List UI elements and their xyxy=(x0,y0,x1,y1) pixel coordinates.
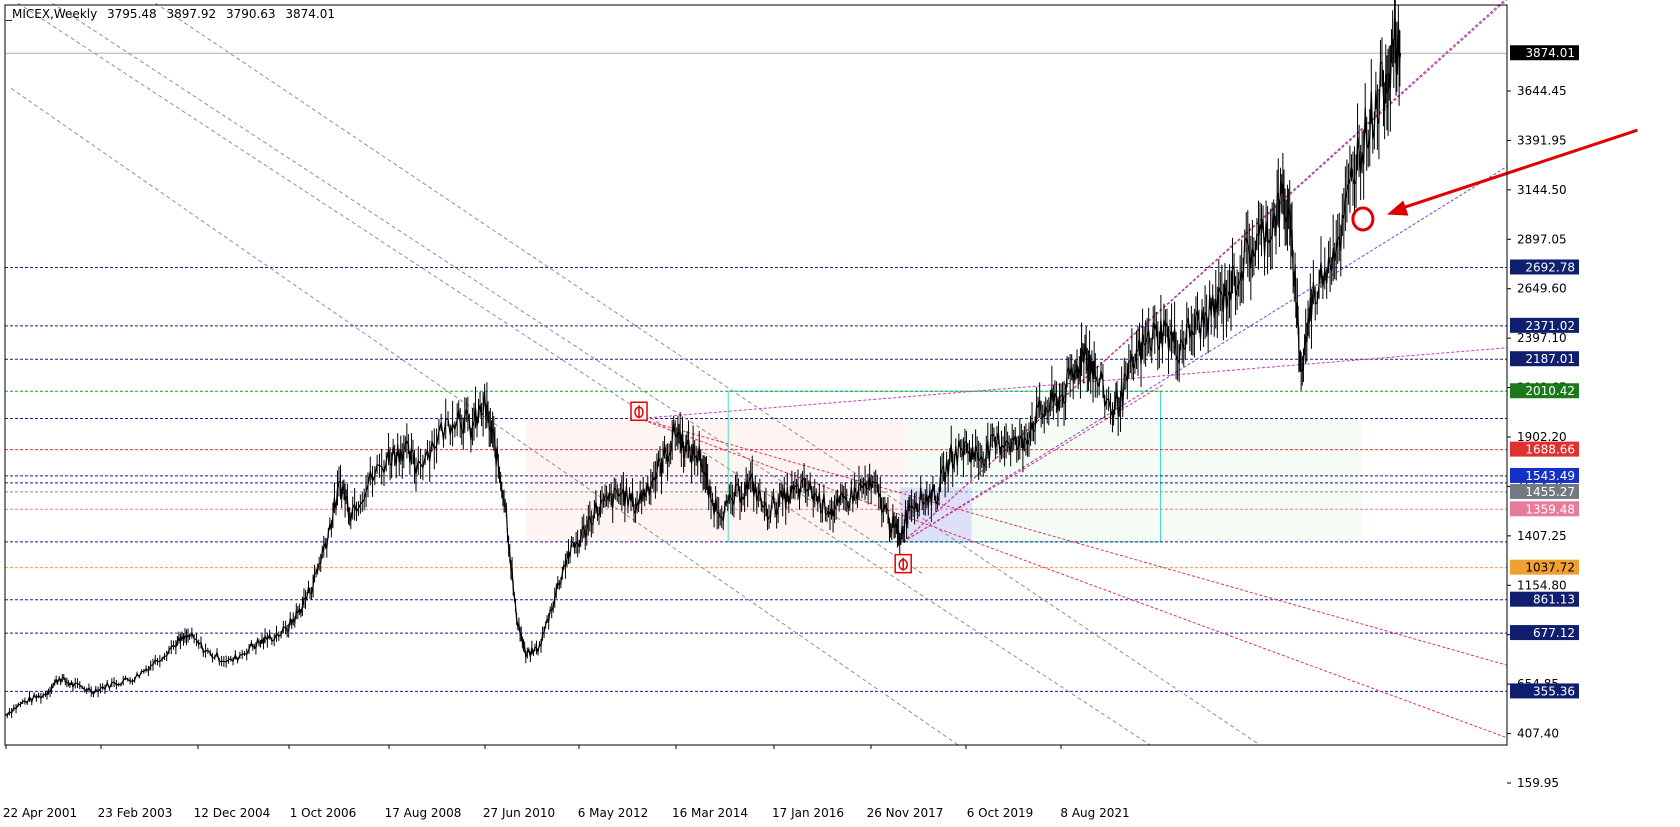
price-label-box xyxy=(1510,317,1579,333)
range-box-green xyxy=(906,418,1363,542)
price-label-box xyxy=(1510,483,1579,499)
chart-header: _MICEX,Weekly 3795.48 3897.92 3790.63 38… xyxy=(6,7,341,21)
price-label: 2692.78 xyxy=(1525,260,1575,274)
price-label: 1543.49 xyxy=(1525,469,1575,483)
y-tick-label: 1154.80 xyxy=(1517,578,1567,592)
plot-border xyxy=(4,4,1508,746)
y-tick-label: 2649.60 xyxy=(1517,282,1567,296)
price-series xyxy=(4,0,1402,719)
price-label: 1688.66 xyxy=(1525,443,1575,457)
trend-lines xyxy=(5,0,1508,746)
y-tick-label: 1902.20 xyxy=(1517,430,1567,444)
symbol-timeframe: _MICEX,Weekly xyxy=(6,7,98,21)
price-label-box xyxy=(1510,441,1579,457)
price-label-box xyxy=(1510,259,1579,275)
y-tick-label: 3644.45 xyxy=(1517,84,1567,98)
x-tick-label: 6 May 2012 xyxy=(578,806,649,820)
ohlc-open: 3795.48 xyxy=(107,7,157,21)
y-tick-label: 2897.05 xyxy=(1517,232,1567,246)
price-label: 1037.72 xyxy=(1525,561,1575,575)
price-label: 677.12 xyxy=(1533,626,1575,640)
grey-trend-line xyxy=(154,2,1261,746)
x-tick-label: 1 Oct 2006 xyxy=(290,806,357,820)
price-label-box xyxy=(1510,467,1579,483)
x-tick-label: 27 Jun 2010 xyxy=(483,806,555,820)
x-tick-label: 17 Jan 2016 xyxy=(772,806,844,820)
ohlc-high: 3897.92 xyxy=(166,7,217,21)
x-tick-label: 12 Dec 2004 xyxy=(194,806,271,820)
price-label: 3874.01 xyxy=(1525,46,1575,60)
price-label: 2010.42 xyxy=(1525,384,1575,398)
price-label: 2187.01 xyxy=(1525,352,1575,366)
x-tick-label: 23 Feb 2003 xyxy=(98,806,173,820)
price-label: 1455.27 xyxy=(1525,485,1575,499)
price-label: 861.13 xyxy=(1533,593,1575,607)
x-tick-label: 22 Apr 2001 xyxy=(3,806,77,820)
y-tick-label: 1407.25 xyxy=(1517,529,1567,543)
price-label-box xyxy=(1510,683,1579,699)
ohlc-low: 3790.63 xyxy=(225,7,276,21)
arrow-head xyxy=(1386,200,1409,216)
fan-line xyxy=(638,418,1508,739)
x-tick-label: 26 Nov 2017 xyxy=(867,806,944,820)
arrow-shaft xyxy=(1400,128,1638,210)
x-tick-label: 6 Oct 2019 xyxy=(967,806,1034,820)
y-tick-label: 3144.50 xyxy=(1517,183,1567,197)
price-label-box xyxy=(1510,351,1579,367)
grey-trend-line xyxy=(17,2,1151,746)
fan-line xyxy=(902,383,1165,543)
price-line xyxy=(4,18,1402,717)
highlight-circle xyxy=(1351,206,1375,232)
price-label-box xyxy=(1510,501,1579,517)
price-label: 1359.48 xyxy=(1525,502,1575,516)
y-tick-label: 159.95 xyxy=(1517,776,1559,790)
price-label: 2371.02 xyxy=(1525,319,1575,333)
price-label-box xyxy=(1510,45,1579,61)
price-label: 355.36 xyxy=(1533,684,1575,698)
x-tick-label: 17 Aug 2008 xyxy=(385,806,462,820)
y-tick-label: 407.40 xyxy=(1517,727,1559,741)
fan-line xyxy=(638,418,1508,666)
range-box-cyan xyxy=(727,390,1161,543)
fan-line xyxy=(902,0,1508,543)
background-objects xyxy=(525,390,1363,543)
range-box-pink xyxy=(525,418,907,542)
axes: 3644.45 3391.95 3144.50 2897.05 2649.60 2397.… xyxy=(3,4,1579,820)
annotations xyxy=(630,128,1638,574)
x-tick-label: 16 Mar 2014 xyxy=(672,806,748,820)
price-label-box xyxy=(1510,383,1579,399)
x-tick-label: 8 Aug 2021 xyxy=(1060,806,1129,820)
y-tick-label: 2397.10 xyxy=(1517,331,1567,345)
price-label-box xyxy=(1510,591,1579,607)
price-label-box xyxy=(1510,625,1579,641)
grey-trend-line xyxy=(52,2,925,575)
fan-line xyxy=(902,165,1508,543)
price-label-box xyxy=(1510,559,1579,575)
grey-trend-line xyxy=(10,88,959,746)
ohlc-close: 3874.01 xyxy=(285,7,336,21)
y-tick-label: 3391.95 xyxy=(1517,133,1567,147)
